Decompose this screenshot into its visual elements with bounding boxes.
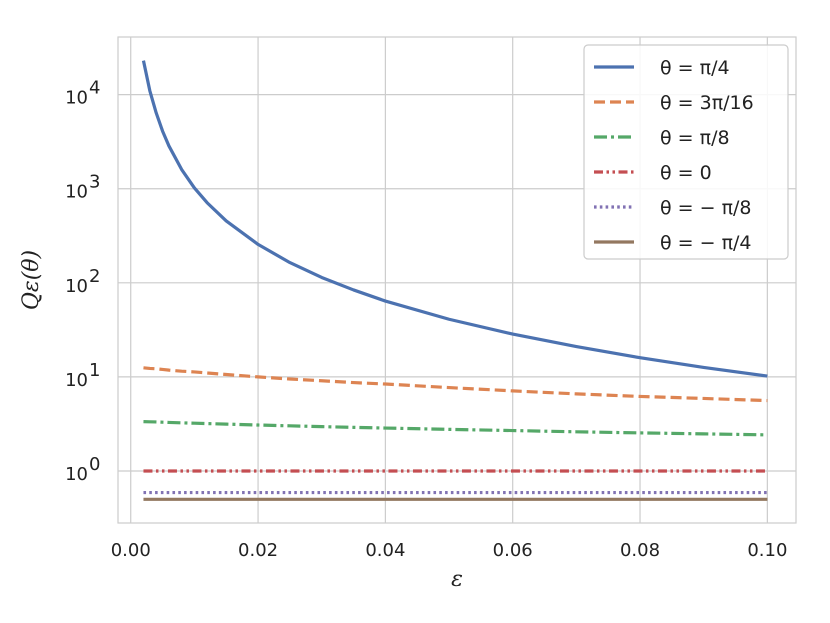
series-line-1 — [143, 366, 768, 403]
legend-label-1: θ = 3π/16 — [660, 92, 754, 114]
y-tick-exponent-0: 0 — [89, 454, 100, 475]
legend-box — [583, 44, 789, 260]
series-line-0 — [141, 60, 768, 378]
y-tick-label-3: 10 — [65, 182, 88, 203]
y-tick-base: 10 — [65, 88, 88, 109]
y-tick-exponent-4: 4 — [89, 78, 100, 99]
y-tick-label-0: 10 — [65, 464, 88, 485]
series-group — [141, 60, 768, 501]
x-tick-label-2: 0.04 — [365, 540, 405, 561]
y-axis-label: Qε(θ) — [19, 250, 44, 310]
y-tick-label-4: 10 — [65, 88, 88, 109]
legend-label-5: θ = − π/4 — [660, 232, 752, 254]
legend: θ = π/4 θ = 3π/16 θ = π/8 θ = 0 θ = − π/8 θ =… — [583, 44, 789, 260]
x-tick-label-4: 0.08 — [620, 540, 660, 561]
y-tick-base: 10 — [65, 464, 88, 485]
y-tick-exponent-1: 1 — [89, 360, 100, 381]
x-axis-label: ε — [451, 567, 463, 592]
y-tick-base: 10 — [65, 182, 88, 203]
y-tick-label-2: 10 — [65, 276, 88, 297]
series-line-2 — [143, 419, 768, 437]
plot-frame — [117, 36, 797, 524]
y-tick-base: 10 — [65, 276, 88, 297]
y-tick-exponent-2: 2 — [89, 266, 100, 287]
legend-label-2: θ = π/8 — [660, 127, 730, 149]
y-tick-base: 10 — [65, 370, 88, 391]
y-tick-exponent-3: 3 — [89, 172, 100, 193]
y-tick-label-1: 10 — [65, 370, 88, 391]
x-tick-label-0: 0.00 — [111, 540, 151, 561]
legend-label-4: θ = − π/8 — [660, 197, 752, 219]
x-tick-label-5: 0.10 — [747, 540, 787, 561]
x-tick-label-3: 0.06 — [493, 540, 533, 561]
x-tick-label-1: 0.02 — [238, 540, 278, 561]
legend-label-0: θ = π/4 — [660, 57, 730, 79]
legend-label-3: θ = 0 — [660, 162, 712, 184]
